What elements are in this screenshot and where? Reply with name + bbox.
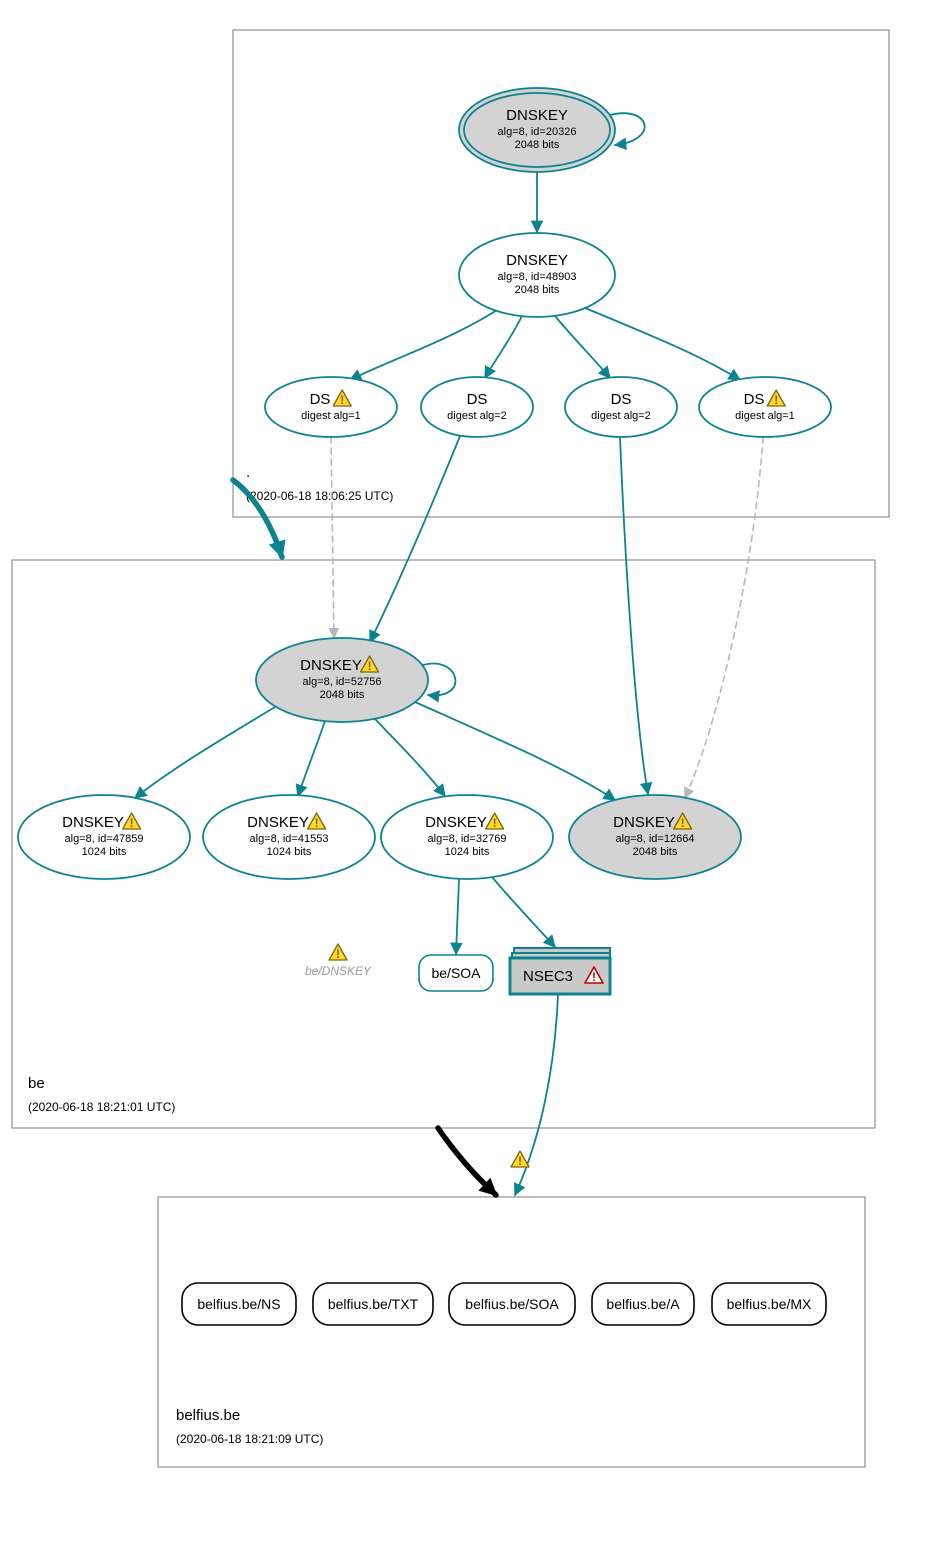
node-be_k3: DNSKEY! alg=8, id=327691024 bits xyxy=(381,795,553,879)
svg-text:alg=8, id=20326: alg=8, id=20326 xyxy=(498,126,577,138)
svg-text:alg=8, id=52756: alg=8, id=52756 xyxy=(303,676,382,688)
svg-text:alg=8, id=47859: alg=8, id=47859 xyxy=(65,833,144,845)
svg-text:!: ! xyxy=(493,816,497,830)
svg-text:alg=8, id=41553: alg=8, id=41553 xyxy=(250,833,329,845)
node-bf_txt: belfius.be/TXT xyxy=(313,1283,433,1325)
svg-text:DS: DS xyxy=(310,391,331,408)
svg-text:belfius.be/MX: belfius.be/MX xyxy=(727,1296,812,1312)
svg-text:!: ! xyxy=(592,970,596,984)
svg-text:!: ! xyxy=(336,947,340,961)
svg-text:DNSKEY: DNSKEY xyxy=(425,814,487,831)
node-bf_ns: belfius.be/NS xyxy=(182,1283,296,1325)
svg-text:.: . xyxy=(246,464,250,481)
svg-text:1024 bits: 1024 bits xyxy=(82,846,127,858)
svg-text:DNSKEY: DNSKEY xyxy=(506,107,568,124)
svg-text:be/SOA: be/SOA xyxy=(431,965,481,981)
svg-text:!: ! xyxy=(368,659,372,673)
svg-text:(2020-06-18 18:21:09 UTC): (2020-06-18 18:21:09 UTC) xyxy=(176,1432,323,1446)
node-root_zsk: DNSKEY alg=8, id=489032048 bits xyxy=(459,233,615,317)
svg-text:DNSKEY: DNSKEY xyxy=(613,814,675,831)
svg-text:!: ! xyxy=(130,816,134,830)
svg-text:DNSKEY: DNSKEY xyxy=(62,814,124,831)
node-ds3: DS digest alg=2 xyxy=(565,377,677,437)
svg-text:belfius.be/TXT: belfius.be/TXT xyxy=(328,1296,419,1312)
svg-text:!: ! xyxy=(681,816,685,830)
svg-text:NSEC3: NSEC3 xyxy=(523,968,573,985)
svg-text:!: ! xyxy=(340,393,344,407)
node-be_soa: be/SOA xyxy=(419,955,493,991)
node-be_k4: DNSKEY! alg=8, id=126642048 bits xyxy=(569,795,741,879)
svg-text:!: ! xyxy=(774,393,778,407)
node-be_k1: DNSKEY! alg=8, id=478591024 bits xyxy=(18,795,190,879)
svg-text:alg=8, id=32769: alg=8, id=32769 xyxy=(428,833,507,845)
svg-text:belfius.be/A: belfius.be/A xyxy=(606,1296,680,1312)
svg-text:DS: DS xyxy=(744,391,765,408)
svg-text:alg=8, id=48903: alg=8, id=48903 xyxy=(498,271,577,283)
svg-text:belfius.be: belfius.be xyxy=(176,1407,240,1424)
svg-text:digest alg=2: digest alg=2 xyxy=(447,410,507,422)
svg-text:belfius.be/SOA: belfius.be/SOA xyxy=(465,1296,559,1312)
svg-text:!: ! xyxy=(315,816,319,830)
warn-icon: ! xyxy=(511,1151,529,1168)
svg-text:DS: DS xyxy=(467,391,488,408)
edges xyxy=(135,113,763,1195)
node-root_ksk: DNSKEY alg=8, id=203262048 bits xyxy=(459,88,615,172)
svg-text:(2020-06-18 18:06:25 UTC): (2020-06-18 18:06:25 UTC) xyxy=(246,489,393,503)
node-ds1: DS! digest alg=1 xyxy=(265,377,397,437)
node-be_k2: DNSKEY! alg=8, id=415531024 bits xyxy=(203,795,375,879)
svg-text:DS: DS xyxy=(611,391,632,408)
svg-text:2048 bits: 2048 bits xyxy=(320,689,365,701)
svg-text:digest alg=2: digest alg=2 xyxy=(591,410,651,422)
svg-text:DNSKEY: DNSKEY xyxy=(506,252,568,269)
svg-text:(2020-06-18 18:21:01 UTC): (2020-06-18 18:21:01 UTC) xyxy=(28,1100,175,1114)
svg-text:!: ! xyxy=(518,1154,522,1168)
svg-text:2048 bits: 2048 bits xyxy=(515,139,560,151)
svg-text:digest alg=1: digest alg=1 xyxy=(735,410,795,422)
node-ds4: DS! digest alg=1 xyxy=(699,377,831,437)
svg-text:DNSKEY: DNSKEY xyxy=(300,657,362,674)
node-bf_a: belfius.be/A xyxy=(592,1283,694,1325)
svg-text:2048 bits: 2048 bits xyxy=(515,284,560,296)
node-nsec3: NSEC3! xyxy=(510,948,610,994)
dnssec-graph: . (2020-06-18 18:06:25 UTC) be (2020-06-18 … xyxy=(0,0,939,1562)
svg-text:belfius.be/NS: belfius.be/NS xyxy=(197,1296,280,1312)
node-bf_soa: belfius.be/SOA xyxy=(449,1283,575,1325)
svg-text:DNSKEY: DNSKEY xyxy=(247,814,309,831)
svg-text:1024 bits: 1024 bits xyxy=(445,846,490,858)
svg-text:alg=8, id=12664: alg=8, id=12664 xyxy=(616,833,695,845)
svg-text:1024 bits: 1024 bits xyxy=(267,846,312,858)
zone-belfius: belfius.be (2020-06-18 18:21:09 UTC) xyxy=(158,1197,865,1467)
node-be_ksk: DNSKEY! alg=8, id=527562048 bits xyxy=(256,638,428,722)
node-ds2: DS digest alg=2 xyxy=(421,377,533,437)
svg-text:2048 bits: 2048 bits xyxy=(633,846,678,858)
svg-text:be: be xyxy=(28,1075,45,1092)
node-bf_mx: belfius.be/MX xyxy=(712,1283,826,1325)
svg-text:be/DNSKEY: be/DNSKEY xyxy=(305,964,372,978)
svg-text:digest alg=1: digest alg=1 xyxy=(301,410,361,422)
node-be_dnskey_ghost: ! be/DNSKEY xyxy=(305,944,372,978)
